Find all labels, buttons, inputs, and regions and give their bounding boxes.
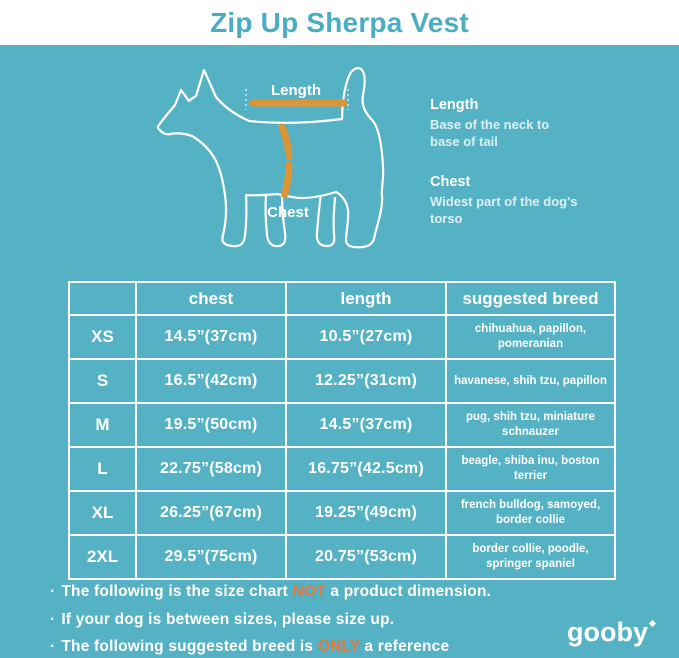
column-header-length: length <box>285 281 447 316</box>
table-row: M 19.5”(50cm) 14.5”(37cm) pug, shih tzu,… <box>68 402 616 448</box>
size-cell: XL <box>68 490 137 536</box>
breed-cell: french bulldog, samoyed, border collie <box>445 490 616 536</box>
table-row: XS 14.5”(37cm) 10.5”(27cm) chihuahua, pa… <box>68 314 616 360</box>
note-text: a reference <box>359 638 450 655</box>
note-highlight: ONLY <box>317 638 360 655</box>
length-dotted-markers <box>245 89 349 110</box>
note-highlight: NOT <box>292 583 326 600</box>
breed-cell: border collie, poodle, springer spaniel <box>445 534 616 580</box>
chest-cell: 16.5”(42cm) <box>135 358 287 404</box>
breed-cell: pug, shih tzu, miniature schnauzer <box>445 402 616 448</box>
gooby-logo-text: gooby <box>567 617 648 647</box>
size-cell: L <box>68 446 137 492</box>
table-row: 2XL 29.5”(75cm) 20.75”(53cm) border coll… <box>68 534 616 580</box>
length-cell: 12.25”(31cm) <box>285 358 447 404</box>
table-row: S 16.5”(42cm) 12.25”(31cm) havanese, shi… <box>68 358 616 404</box>
bullet: · <box>50 583 56 600</box>
footnotes: · The following is the size chart NOT a p… <box>50 583 491 658</box>
note-text: The following suggested breed is <box>61 638 318 655</box>
chest-cell: 26.25”(67cm) <box>135 490 287 536</box>
dog-outline-icon <box>156 67 385 249</box>
measurement-legend: Length Base of the neck to base of tail … <box>430 97 605 228</box>
table-header-row: chest length suggested breed <box>68 281 616 316</box>
note-item: · The following is the size chart NOT a p… <box>50 583 491 601</box>
length-cell: 14.5”(37cm) <box>285 402 447 448</box>
content-area: Length Chest Length Base of the neck to … <box>0 45 679 658</box>
column-header-size <box>68 281 137 316</box>
breed-cell: beagle, shiba inu, boston terrier <box>445 446 616 492</box>
legend-length-desc: Base of the neck to base of tail <box>430 117 550 150</box>
length-diagram-label: Length <box>271 82 321 99</box>
column-header-breed: suggested breed <box>445 281 616 316</box>
column-header-chest: chest <box>135 281 287 316</box>
chest-cell: 29.5”(75cm) <box>135 534 287 580</box>
chest-cell: 14.5”(37cm) <box>135 314 287 360</box>
note-item: · If your dog is between sizes, please si… <box>50 611 491 629</box>
size-cell: XS <box>68 314 137 360</box>
page-title: Zip Up Sherpa Vest <box>210 6 469 38</box>
chest-measure-arc <box>278 123 293 201</box>
breed-cell: chihuahua, papillon, pomeranian <box>445 314 616 360</box>
dog-far-front-leg <box>264 192 287 248</box>
breed-cell: havanese, shih tzu, papillon <box>445 358 616 404</box>
bullet: · <box>50 610 56 628</box>
gooby-logo: gooby <box>567 617 657 647</box>
legend-chest: Chest Widest part of the dog's torso <box>430 174 605 227</box>
size-cell: S <box>68 358 137 404</box>
note-text: a product dimension. <box>325 583 492 600</box>
length-cell: 20.75”(53cm) <box>285 534 447 580</box>
chest-cell: 19.5”(50cm) <box>135 402 287 448</box>
length-cell: 16.75”(42.5cm) <box>285 446 447 492</box>
size-cell: M <box>68 402 137 448</box>
dog-far-rear-leg <box>315 192 337 248</box>
note-text: If your dog is between sizes, please siz… <box>61 610 395 628</box>
bullet: · <box>50 638 56 655</box>
table-row: XL 26.25”(67cm) 19.25”(49cm) french bull… <box>68 490 616 536</box>
dog-measurement-diagram: Length Chest Length Base of the neck to … <box>0 45 679 281</box>
legend-chest-title: Chest <box>430 174 471 191</box>
header-band: Zip Up Sherpa Vest <box>0 0 679 45</box>
chest-cell: 22.75”(58cm) <box>135 446 287 492</box>
legend-chest-desc: Widest part of the dog's torso <box>430 194 578 227</box>
note-text: The following is the size chart <box>61 583 293 600</box>
note-item: · The following suggested breed is ONLY a… <box>50 638 491 656</box>
length-cell: 10.5”(27cm) <box>285 314 447 360</box>
legend-length-title: Length <box>430 97 479 113</box>
chest-diagram-label: Chest <box>267 204 309 221</box>
dog-body-outline <box>156 67 385 249</box>
legend-length: Length Base of the neck to base of tail <box>430 97 605 150</box>
length-cell: 19.25”(49cm) <box>285 490 447 536</box>
registered-mark-icon <box>648 619 657 628</box>
table-row: L 22.75”(58cm) 16.75”(42.5cm) beagle, sh… <box>68 446 616 492</box>
size-cell: 2XL <box>68 534 137 580</box>
size-chart-table: chest length suggested breed XS 14.5”(37… <box>68 281 616 580</box>
